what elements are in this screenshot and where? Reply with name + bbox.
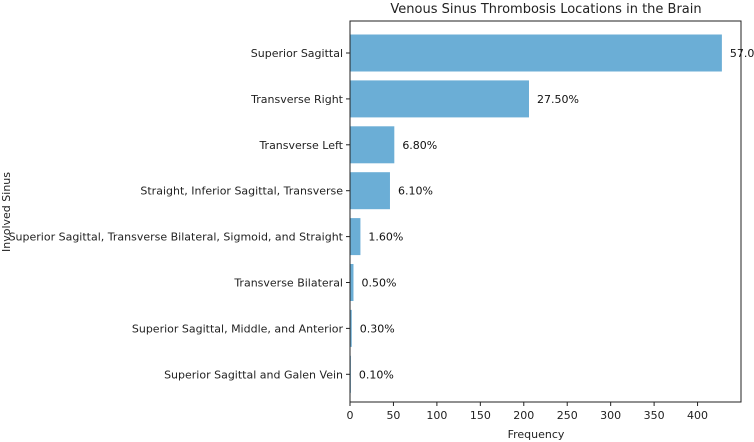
chart-title: Venous Sinus Thrombosis Locations in the… bbox=[390, 2, 701, 17]
x-tick-label: 400 bbox=[687, 409, 708, 422]
x-tick-label: 250 bbox=[557, 409, 578, 422]
x-tick-label: 150 bbox=[470, 409, 491, 422]
data-labels-group: 57.00% 27.50% 6.80% 6.10% 1.60% 0.50% 0.30% 0.1… bbox=[359, 47, 754, 381]
bar bbox=[350, 172, 390, 210]
bar bbox=[350, 218, 361, 256]
category-label: Straight, Inferior Sagittal, Transverse bbox=[140, 185, 343, 198]
category-label: Transverse Left bbox=[258, 139, 343, 152]
x-tick-label: 200 bbox=[513, 409, 534, 422]
data-label: 6.80% bbox=[402, 139, 437, 152]
data-label: 27.50% bbox=[537, 93, 579, 106]
y-axis-title: Involved Sinus bbox=[0, 172, 13, 252]
x-tick-label: 300 bbox=[600, 409, 621, 422]
bar bbox=[350, 80, 529, 118]
data-label: 0.50% bbox=[361, 277, 396, 290]
x-tick-label: 50 bbox=[386, 409, 400, 422]
bar bbox=[350, 309, 352, 347]
x-axis-title: Frequency bbox=[508, 428, 565, 441]
category-label: Superior Sagittal, Transverse Bilateral,… bbox=[9, 231, 344, 244]
data-label: 6.10% bbox=[398, 185, 433, 198]
data-label: 1.60% bbox=[368, 231, 403, 244]
data-label: 0.10% bbox=[359, 368, 394, 381]
x-axis-ticks-group: 0 50 100 150 200 250 300 350 400 bbox=[347, 402, 708, 422]
x-tick-label: 350 bbox=[644, 409, 665, 422]
bars-group bbox=[350, 34, 722, 393]
x-tick-label: 100 bbox=[426, 409, 447, 422]
data-label: 57.00% bbox=[730, 47, 754, 60]
plot-frame bbox=[349, 20, 742, 403]
bar bbox=[350, 126, 395, 164]
bar bbox=[350, 34, 722, 72]
category-label: Superior Sagittal, Middle, and Anterior bbox=[132, 322, 344, 335]
x-tick-label: 0 bbox=[347, 409, 354, 422]
data-label: 0.30% bbox=[360, 322, 395, 335]
category-label: Superior Sagittal bbox=[251, 47, 343, 60]
category-labels-group: Superior Sagittal Transverse Right Transve… bbox=[9, 47, 350, 381]
category-label: Transverse Right bbox=[250, 93, 344, 106]
category-label: Superior Sagittal and Galen Vein bbox=[164, 368, 343, 381]
bar bbox=[350, 264, 354, 301]
category-label: Transverse Bilateral bbox=[233, 277, 343, 290]
